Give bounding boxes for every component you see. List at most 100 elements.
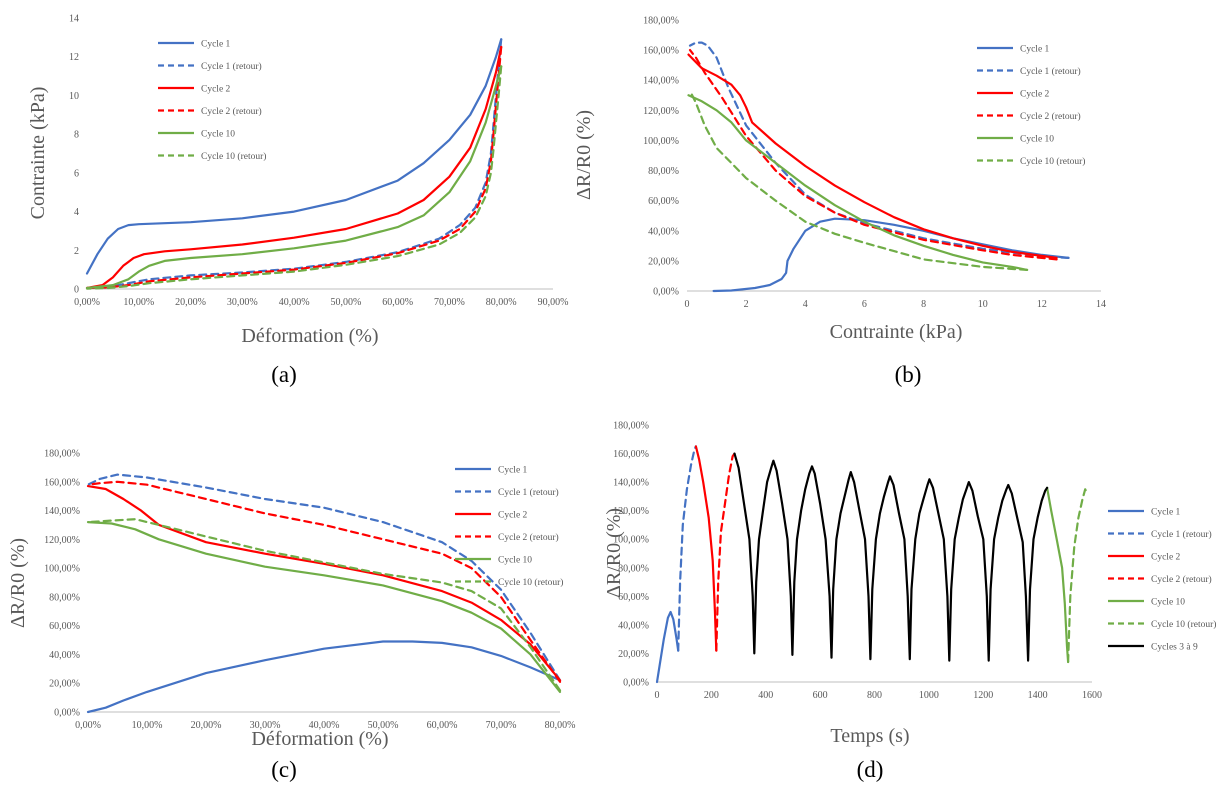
y-tick-label: 60,00%: [648, 196, 679, 207]
x-tick-label: 90,00%: [538, 297, 569, 308]
y-tick-label: 80,00%: [49, 592, 80, 603]
series-line-3: [86, 485, 562, 682]
series-line-4: [715, 452, 736, 652]
series-line-5: [687, 94, 1029, 271]
chart-d-svg: 0 200 400 600 800 1000 1200 1400 1600 0,00% 20,00%…: [603, 421, 1216, 748]
y-tick-label: 0,00%: [653, 287, 679, 298]
y-tick-label: 8: [74, 130, 79, 141]
x-tick-label: 40,00%: [309, 720, 340, 731]
series-line-5: [85, 65, 503, 290]
y-tick-label: 100,00%: [643, 136, 679, 147]
y-tick-label: 120,00%: [44, 535, 80, 546]
y-tick-label: 160,00%: [643, 46, 679, 57]
x-axis-title: Contrainte (kPa): [830, 321, 963, 343]
legend-label: Cycle 1: [1151, 508, 1181, 518]
y-tick-label: 160,00%: [613, 449, 649, 460]
series-line-6: [85, 65, 503, 290]
legend-label: Cycle 1 (retour): [1151, 529, 1212, 540]
x-tick-label: 80,00%: [486, 297, 517, 308]
legend-label: Cycle 10 (retour): [498, 577, 563, 588]
y-tick-label: 180,00%: [44, 449, 80, 460]
x-tick-label: 20,00%: [191, 720, 222, 731]
chart-b-svg: 0 2 4 6 8 10 12 140,00%20,00%40,00%60,00%80,00%…: [573, 16, 1106, 344]
x-tick-label: 10,00%: [132, 720, 163, 731]
legend-label: Cycle 2 (retour): [1020, 111, 1081, 122]
series-line-1: [712, 217, 1070, 293]
x-tick-label: 40,00%: [279, 297, 310, 308]
series-line-4: [688, 49, 1058, 261]
x-tick-label: 50,00%: [368, 720, 399, 731]
chart-panel-d: 0 200 400 600 800 1000 1200 1400 1600 0,00% 20,00%…: [600, 400, 1224, 794]
legend-label: Cycle 10 (retour): [201, 151, 266, 162]
y-tick-label: 10: [69, 91, 79, 102]
series-line-4: [85, 45, 503, 290]
y-axis-title: Contrainte (kPa): [27, 87, 49, 220]
series-line-3: [687, 53, 1058, 259]
x-tick-label: 80,00%: [545, 720, 576, 731]
x-tick-label: 50,00%: [330, 297, 361, 308]
series-line-2: [688, 41, 1070, 259]
x-tick-label: 8: [921, 299, 926, 310]
x-tick-label: 0,00%: [74, 297, 100, 308]
chart-d-caption: (d): [856, 757, 884, 782]
legend-label: Cycle 10: [1020, 135, 1054, 145]
y-tick-label: 100,00%: [44, 564, 80, 575]
y-tick-label: 6: [74, 168, 79, 179]
y-tick-label: 0,00%: [623, 678, 649, 689]
series-line-3: [85, 45, 503, 290]
x-tick-label: 1200: [973, 690, 993, 701]
x-tick-label: 0: [685, 299, 690, 310]
y-axis-title: ΔR/R0 (%): [573, 110, 595, 200]
y-tick-label: 0: [74, 285, 79, 296]
x-tick-label: 1600: [1082, 690, 1102, 701]
y-tick-label: 40,00%: [648, 226, 679, 237]
series-line-4: [86, 480, 562, 683]
legend-label: Cycle 1 (retour): [498, 487, 559, 498]
x-tick-label: 400: [758, 690, 773, 701]
x-tick-label: 1400: [1028, 690, 1048, 701]
x-tick-label: 30,00%: [250, 720, 281, 731]
y-tick-label: 20,00%: [648, 256, 679, 267]
y-tick-label: 160,00%: [44, 477, 80, 488]
x-tick-label: 14: [1096, 299, 1106, 310]
legend-label: Cycle 10: [1151, 598, 1185, 608]
y-tick-label: 14: [69, 14, 79, 25]
x-tick-label: 200: [704, 690, 719, 701]
x-tick-label: 2: [744, 299, 749, 310]
x-tick-label: 10: [978, 299, 988, 310]
x-axis-title: Déformation (%): [251, 728, 388, 750]
y-tick-label: 80,00%: [618, 563, 649, 574]
x-tick-label: 12: [1037, 299, 1047, 310]
y-tick-label: 2: [74, 246, 79, 257]
legend-label: Cycle 10 (retour): [1020, 156, 1085, 167]
y-axis-title: ΔR/R0 (%): [7, 538, 29, 628]
x-tick-label: 0: [655, 690, 660, 701]
chart-a-svg: 0,00% 10,00% 20,00% 30,00% 40,00% 50,00% 60,00…: [27, 14, 569, 348]
y-tick-label: 20,00%: [618, 649, 649, 660]
legend-label: Cycle 2: [201, 85, 231, 95]
y-tick-label: 40,00%: [618, 620, 649, 631]
y-tick-label: 100,00%: [613, 535, 649, 546]
x-tick-label: 0,00%: [75, 720, 101, 731]
series-line-2: [86, 473, 562, 682]
y-tick-label: 20,00%: [49, 679, 80, 690]
x-tick-label: 800: [867, 690, 882, 701]
series-line-1: [655, 610, 680, 684]
legend-label: Cycle 2 (retour): [201, 106, 262, 117]
x-tick-label: 6: [862, 299, 867, 310]
x-tick-label: 60,00%: [382, 297, 413, 308]
legend-label: Cycle 2 (retour): [498, 532, 559, 543]
y-tick-label: 40,00%: [49, 650, 80, 661]
x-tick-label: 1000: [919, 690, 939, 701]
y-tick-label: 0,00%: [54, 708, 80, 719]
x-tick-label: 60,00%: [427, 720, 458, 731]
legend-label: Cycle 10: [498, 556, 532, 566]
series-line-6: [1067, 488, 1088, 664]
x-tick-label: 10,00%: [123, 297, 154, 308]
series-line-5: [86, 521, 562, 693]
legend-label: Cycles 3 à 9: [1151, 643, 1198, 653]
y-tick-label: 120,00%: [643, 106, 679, 117]
chart-panel-a: 0,00% 10,00% 20,00% 30,00% 40,00% 50,00% 60,00…: [0, 0, 612, 400]
series-line-1: [85, 38, 503, 275]
x-tick-label: 4: [803, 299, 808, 310]
